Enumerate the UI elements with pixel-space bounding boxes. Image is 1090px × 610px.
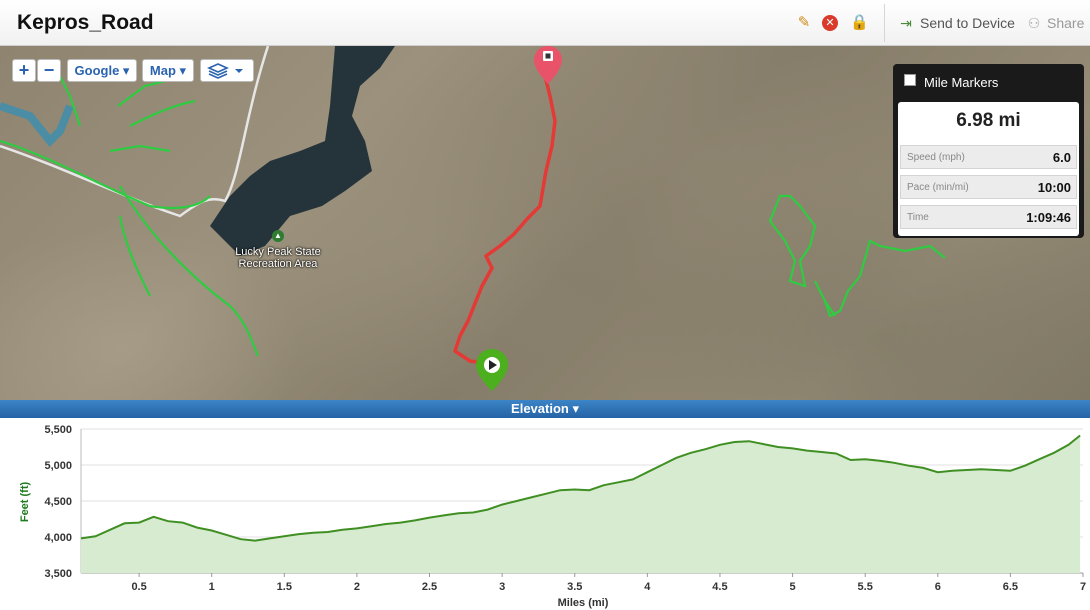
place-label: Lucky Peak State Recreation Area (235, 246, 321, 270)
x-tick-label: 1.5 (277, 581, 292, 593)
x-tick-label: 1 (209, 581, 215, 593)
elevation-bar[interactable]: Elevation ▾ (0, 400, 1090, 418)
x-tick-label: 5 (790, 581, 796, 593)
elevation-chart: 3,500 4,000 4,500 5,000 5,500 0.5 1 1.5 2 2.5 3 3.… (0, 418, 1090, 610)
toolbar: Kepros_Road ✎ ✕ 🔒 ⇥ Send to Device ⚇ Sha… (0, 0, 1090, 46)
layers-icon (207, 63, 243, 79)
river (0, 102, 74, 147)
x-tick-label: 0.5 (131, 581, 146, 593)
y-tick-label: 4,500 (44, 496, 72, 508)
x-tick-label: 6.5 (1003, 581, 1018, 593)
zoom-in-button[interactable]: + (12, 59, 36, 82)
time-value: 1:09:46 (1026, 210, 1071, 225)
x-tick-label: 5.5 (858, 581, 873, 593)
x-axis-title: Miles (mi) (558, 597, 609, 609)
share-icon[interactable]: ⚇ (1027, 15, 1041, 31)
lock-icon[interactable]: 🔒 (850, 14, 869, 31)
x-tick-label: 7 (1080, 581, 1086, 593)
map-type-dropdown[interactable]: Map ▾ (142, 59, 194, 82)
pace-row: Pace (min/mi) 10:00 (900, 175, 1077, 199)
y-axis-title: Feet (ft) (19, 482, 31, 523)
reservoir (210, 46, 395, 256)
elevation-line (80, 434, 1081, 542)
map-overlay (0, 46, 946, 366)
y-tick-label: 5,000 (44, 460, 72, 472)
zoom-out-button[interactable]: − (37, 59, 61, 82)
x-tick-label: 2 (354, 581, 360, 593)
start-marker-icon[interactable] (475, 349, 509, 393)
time-row: Time 1:09:46 (900, 205, 1077, 229)
route-title: Kepros_Road (17, 11, 154, 34)
trails-left (0, 75, 260, 357)
layers-dropdown[interactable] (200, 59, 254, 82)
x-tick-label: 3 (499, 581, 505, 593)
share-button[interactable]: Share (1047, 15, 1085, 31)
pace-label: Pace (min/mi) (907, 182, 969, 193)
mile-markers-label[interactable]: Mile Markers (924, 75, 999, 90)
speed-label: Speed (mph) (907, 152, 965, 163)
x-tick-label: 4.5 (712, 581, 727, 593)
pencil-icon[interactable]: ✎ (797, 14, 811, 31)
route-line (453, 75, 557, 366)
end-marker-icon[interactable] (532, 46, 564, 86)
trails-right (768, 194, 946, 318)
send-to-device-button[interactable]: Send to Device (920, 15, 1015, 31)
y-tick-label: 5,500 (44, 424, 72, 436)
mile-markers-checkbox[interactable] (904, 74, 916, 86)
speed-value: 6.0 (1052, 150, 1071, 165)
pace-value: 10:00 (1037, 180, 1071, 195)
map-provider-dropdown[interactable]: Google ▾ (67, 59, 137, 82)
stats-box: 6.98 mi Speed (mph) 6.0 Pace (min/mi) 10… (898, 102, 1079, 236)
elevation-chart-svg: 3,500 4,000 4,500 5,000 5,500 0.5 1 1.5 2 2.5 3 3.… (19, 424, 1086, 609)
y-tick-label: 3,500 (44, 568, 72, 580)
y-tick-label: 4,000 (44, 532, 72, 544)
speed-row: Speed (mph) 6.0 (900, 145, 1077, 169)
stats-panel: Mile Markers 6.98 mi Speed (mph) 6.0 Pac… (893, 64, 1084, 238)
x-tick-label: 4 (644, 581, 651, 593)
elevation-area (81, 435, 1081, 573)
park-icon: ▲ (272, 230, 284, 242)
time-label: Time (907, 212, 929, 223)
elevation-dropdown[interactable]: Elevation ▾ (511, 401, 579, 416)
x-tick-label: 2.5 (422, 581, 437, 593)
delete-icon[interactable]: ✕ (822, 15, 838, 31)
send-to-device-icon[interactable]: ⇥ (900, 15, 912, 31)
x-tick-label: 3.5 (567, 581, 582, 593)
x-tick-label: 6 (935, 581, 941, 593)
total-distance: 6.98 mi (956, 110, 1021, 131)
toolbar-divider (884, 4, 885, 42)
